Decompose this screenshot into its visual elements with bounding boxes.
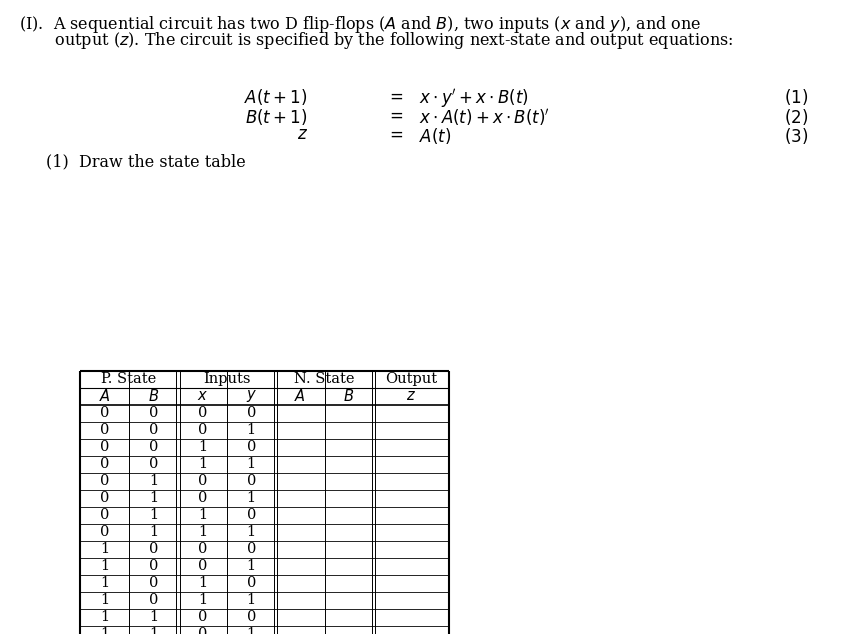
Text: 0: 0 bbox=[197, 559, 207, 573]
Text: 0: 0 bbox=[99, 526, 110, 540]
Text: $A(t)$: $A(t)$ bbox=[419, 126, 451, 146]
Text: 1: 1 bbox=[149, 627, 158, 634]
Text: $A$: $A$ bbox=[99, 389, 110, 404]
Text: 0: 0 bbox=[99, 457, 110, 471]
Text: 0: 0 bbox=[99, 406, 110, 420]
Text: 0: 0 bbox=[148, 457, 158, 471]
Text: 0: 0 bbox=[148, 542, 158, 556]
Text: $(3)$: $(3)$ bbox=[784, 126, 808, 146]
Text: 0: 0 bbox=[197, 611, 207, 624]
Text: 0: 0 bbox=[246, 406, 256, 420]
Text: 0: 0 bbox=[99, 441, 110, 455]
Text: 1: 1 bbox=[247, 526, 255, 540]
Text: 0: 0 bbox=[246, 474, 256, 488]
Text: $B$: $B$ bbox=[148, 389, 159, 404]
Text: 0: 0 bbox=[99, 508, 110, 522]
Text: 0: 0 bbox=[246, 542, 256, 556]
Text: $=$: $=$ bbox=[386, 107, 403, 124]
Text: 0: 0 bbox=[99, 491, 110, 505]
Text: 1: 1 bbox=[100, 593, 109, 607]
Text: 1: 1 bbox=[198, 457, 207, 471]
Text: $z$: $z$ bbox=[406, 389, 416, 403]
Text: $A$: $A$ bbox=[294, 389, 306, 404]
Text: 1: 1 bbox=[100, 559, 109, 573]
Text: 1: 1 bbox=[149, 508, 158, 522]
Text: 1: 1 bbox=[247, 627, 255, 634]
Text: 0: 0 bbox=[246, 441, 256, 455]
Text: 1: 1 bbox=[149, 611, 158, 624]
Text: 0: 0 bbox=[148, 406, 158, 420]
Text: $=$: $=$ bbox=[386, 126, 403, 143]
Text: 1: 1 bbox=[247, 491, 255, 505]
Text: $y$: $y$ bbox=[245, 389, 257, 404]
Text: 0: 0 bbox=[197, 627, 207, 634]
Text: 1: 1 bbox=[247, 457, 255, 471]
Text: 0: 0 bbox=[197, 491, 207, 505]
Text: 0: 0 bbox=[246, 508, 256, 522]
Text: 0: 0 bbox=[246, 611, 256, 624]
Text: 0: 0 bbox=[148, 576, 158, 590]
Text: 1: 1 bbox=[149, 474, 158, 488]
Text: 1: 1 bbox=[100, 627, 109, 634]
Text: 0: 0 bbox=[148, 424, 158, 437]
Text: 0: 0 bbox=[197, 406, 207, 420]
Text: 1: 1 bbox=[198, 508, 207, 522]
Text: (1)  Draw the state table: (1) Draw the state table bbox=[46, 153, 246, 171]
Text: 1: 1 bbox=[198, 441, 207, 455]
Text: $x \cdot A(t)+x \cdot B(t)^{\prime}$: $x \cdot A(t)+x \cdot B(t)^{\prime}$ bbox=[419, 107, 550, 127]
Text: 1: 1 bbox=[149, 526, 158, 540]
Text: 0: 0 bbox=[148, 559, 158, 573]
Text: 0: 0 bbox=[148, 441, 158, 455]
Text: $z$: $z$ bbox=[297, 126, 308, 143]
Text: $B$: $B$ bbox=[343, 389, 355, 404]
Text: output ($z$). The circuit is specified by the following next-state and output eq: output ($z$). The circuit is specified b… bbox=[19, 30, 733, 51]
Text: 1: 1 bbox=[149, 491, 158, 505]
Text: N. State: N. State bbox=[294, 372, 355, 386]
Text: 0: 0 bbox=[197, 474, 207, 488]
Text: 1: 1 bbox=[100, 576, 109, 590]
Text: Inputs: Inputs bbox=[203, 372, 250, 386]
Text: 0: 0 bbox=[197, 542, 207, 556]
Text: 1: 1 bbox=[198, 593, 207, 607]
Text: $B(t+1)$: $B(t+1)$ bbox=[245, 107, 308, 127]
Text: 1: 1 bbox=[198, 576, 207, 590]
Text: 0: 0 bbox=[148, 593, 158, 607]
Text: 1: 1 bbox=[100, 611, 109, 624]
Text: 0: 0 bbox=[99, 474, 110, 488]
Text: $(2)$: $(2)$ bbox=[784, 107, 808, 127]
Text: $x$: $x$ bbox=[196, 389, 208, 403]
Text: 1: 1 bbox=[198, 526, 207, 540]
Text: $x \cdot y^{\prime}+x \cdot B(t)$: $x \cdot y^{\prime}+x \cdot B(t)$ bbox=[419, 87, 529, 110]
Text: $A(t+1)$: $A(t+1)$ bbox=[244, 87, 308, 108]
Text: 1: 1 bbox=[100, 542, 109, 556]
Text: $(1)$: $(1)$ bbox=[784, 87, 808, 108]
Text: 0: 0 bbox=[246, 576, 256, 590]
Text: 1: 1 bbox=[247, 593, 255, 607]
Text: $=$: $=$ bbox=[386, 87, 403, 105]
Text: P. State: P. State bbox=[101, 372, 157, 386]
Text: 1: 1 bbox=[247, 559, 255, 573]
Text: 0: 0 bbox=[99, 424, 110, 437]
Text: Output: Output bbox=[385, 372, 438, 386]
Text: 1: 1 bbox=[247, 424, 255, 437]
Text: 0: 0 bbox=[197, 424, 207, 437]
Text: (I).  A sequential circuit has two D flip-flops ($A$ and $B$), two inputs ($x$ a: (I). A sequential circuit has two D flip… bbox=[19, 14, 701, 35]
